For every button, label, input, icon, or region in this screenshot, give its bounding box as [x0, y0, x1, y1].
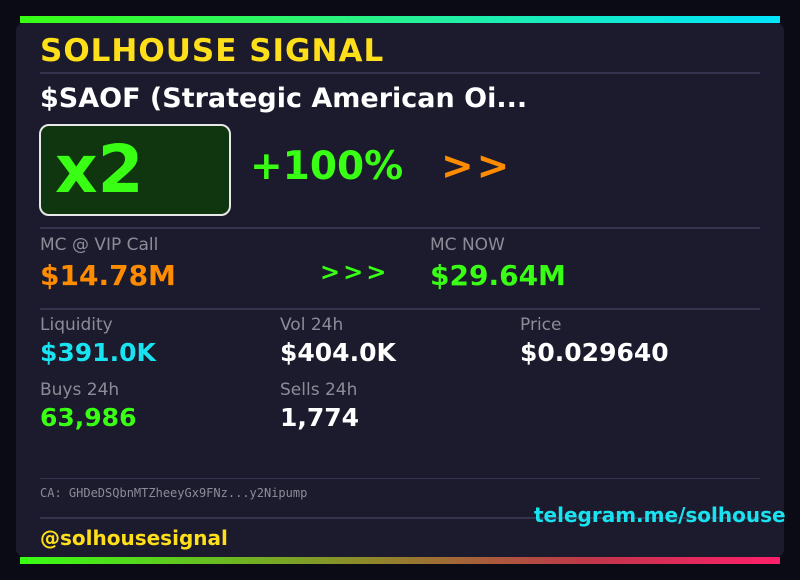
signal-card: SOLHOUSE SIGNAL $SAOF (Strategic America… — [16, 23, 784, 557]
divider — [40, 308, 760, 310]
sells-value: 1,774 — [280, 403, 360, 432]
volume-value: $404.0K — [280, 338, 396, 367]
mc-arrows: >>> — [320, 258, 390, 286]
social-handle: @solhousesignal — [40, 526, 228, 550]
multiplier-badge: x2 — [39, 124, 231, 216]
volume-label: Vol 24h — [280, 315, 344, 335]
mc-call-label: MC @ VIP Call — [40, 235, 159, 255]
liquidity-value: $391.0K — [40, 338, 156, 367]
price-value: $0.029640 — [520, 338, 669, 367]
trend-arrows: >> — [441, 144, 513, 189]
divider — [40, 227, 760, 229]
mc-now-label: MC NOW — [430, 235, 505, 255]
multiplier-value: x2 — [55, 131, 144, 208]
mc-call-value: $14.78M — [40, 259, 176, 292]
liquidity-label: Liquidity — [40, 315, 113, 335]
token-ticker: $SAOF (Strategic American Oi... — [40, 83, 528, 114]
price-label: Price — [520, 315, 562, 335]
buys-value: 63,986 — [40, 403, 137, 432]
divider — [40, 72, 760, 74]
divider — [40, 478, 760, 479]
buys-label: Buys 24h — [40, 380, 120, 400]
contract-address: CA: GHDeDSQbnMTZheeyGx9FNz...y2Nipump — [40, 486, 308, 500]
divider — [40, 517, 760, 519]
bottom-gradient-bar — [20, 557, 780, 564]
mc-now-value: $29.64M — [430, 259, 566, 292]
telegram-link[interactable]: telegram.me/solhouse — [534, 503, 786, 527]
brand-title: SOLHOUSE SIGNAL — [40, 33, 385, 69]
sells-label: Sells 24h — [280, 380, 358, 400]
top-gradient-bar — [20, 16, 780, 23]
change-percent: +100% — [250, 144, 404, 189]
